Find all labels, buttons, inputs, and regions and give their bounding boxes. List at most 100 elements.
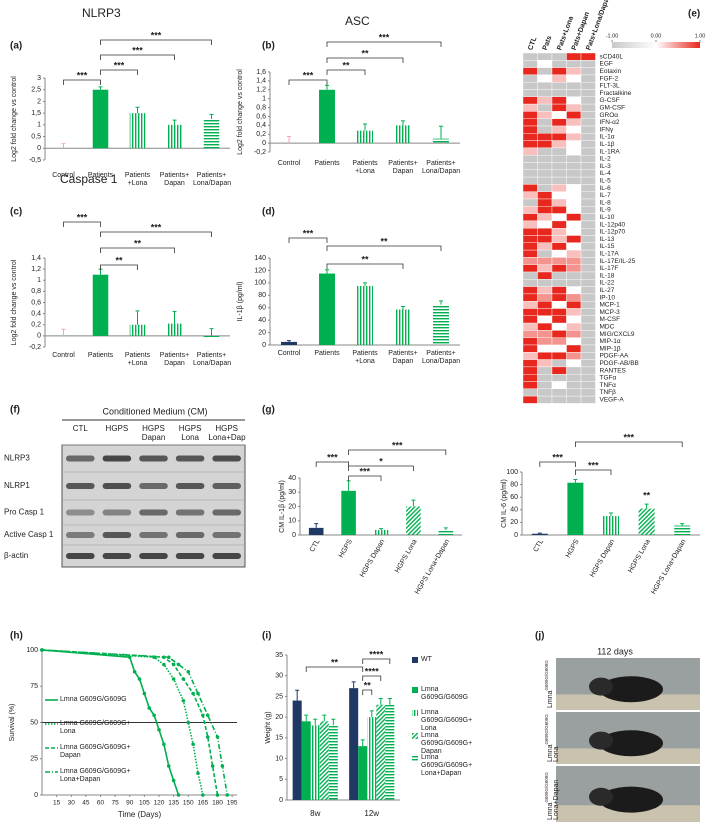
photo-cage [556, 748, 700, 764]
photo-cage [556, 694, 700, 710]
error-bar [346, 480, 351, 491]
heatmap-cell [580, 322, 596, 331]
heatmap-cell [566, 213, 582, 222]
y-tick-label: 1 [37, 122, 41, 129]
heatmap-cell [580, 206, 596, 214]
heatmap-cell [580, 330, 596, 338]
significance-bracket [100, 264, 138, 270]
heatmap-cell [566, 308, 582, 317]
y-tick-label: 0 [262, 342, 266, 349]
heatmap-cell [551, 220, 567, 229]
legend-swatch [412, 657, 418, 663]
y-tick-label: 0 [514, 532, 518, 539]
x-tick-label: HGPS Dapan [359, 538, 386, 578]
survival-point [220, 764, 225, 768]
heatmap-cell [566, 206, 582, 214]
heatmap-cell [537, 103, 553, 112]
bar [373, 530, 389, 535]
heatmap-cell [522, 395, 538, 404]
mouse-head [589, 787, 613, 806]
x-tick-label: 105 [139, 800, 150, 807]
heatmap-cell [580, 352, 596, 360]
heatmap-cell [537, 366, 553, 375]
heatmap-cell [522, 235, 538, 244]
bar [319, 89, 335, 144]
heatmap-cell [522, 125, 538, 134]
heatmap-cell [522, 366, 538, 375]
error-bar [609, 512, 613, 517]
significance-label: *** [552, 452, 563, 462]
heatmap-cell [580, 220, 596, 229]
heatmap-cell [551, 125, 567, 134]
heatmap-cell [580, 308, 596, 317]
heatmap-cell [551, 381, 567, 390]
x-tick-label: 75 [112, 800, 120, 807]
y-tick-label: 60 [258, 305, 266, 312]
y-tick-label: -0,5 [29, 157, 41, 164]
heatmap-cell [551, 81, 567, 90]
heatmap-cell [580, 74, 596, 83]
heatmap-cell [537, 337, 553, 346]
blot-band [102, 509, 132, 516]
heatmap-cell [580, 242, 596, 251]
significance-label: *** [360, 466, 371, 476]
heatmap-cell [522, 111, 538, 119]
survival-point [191, 742, 195, 747]
heatmap-cell [566, 89, 582, 98]
heatmap-cell [537, 133, 553, 141]
heatmap-cell [551, 293, 567, 302]
row-label: Eotaxin [600, 68, 622, 75]
heatmap-cell [551, 322, 567, 331]
error-bar [401, 120, 405, 126]
heatmap-cell [522, 301, 538, 309]
heatmap-cell [566, 125, 582, 134]
y-tick-label: 0 [279, 797, 283, 804]
heatmap-cell [551, 169, 567, 178]
heatmap-cell [580, 286, 596, 295]
significance-bracket [348, 465, 414, 471]
heatmap-cell [537, 169, 553, 178]
error-bar [135, 106, 140, 114]
heatmap-cell [537, 286, 553, 295]
heatmap-cell [580, 395, 596, 404]
heatmap-cell [551, 395, 567, 404]
heatmap-cell [537, 322, 553, 331]
heatmap-cell [537, 308, 553, 317]
bar [92, 274, 109, 336]
heatmap-cell [537, 271, 553, 280]
survival-point [162, 742, 166, 747]
heatmap-cell [537, 264, 553, 273]
survival-point [196, 771, 200, 776]
bar [395, 125, 411, 144]
heatmap-cell [551, 315, 567, 324]
heatmap-cell [580, 301, 596, 309]
heatmap-cell [522, 213, 538, 222]
significance-bracket [348, 475, 382, 481]
row-label: IFN-α2 [600, 119, 620, 126]
heatmap-cell [551, 140, 567, 149]
y-axis-label: Survival (%) [9, 704, 16, 742]
chart-title: NLRP3 [82, 6, 121, 20]
significance-label: ** [134, 238, 142, 248]
heatmap-cell [551, 366, 567, 375]
heatmap-cell [522, 374, 538, 382]
y-tick-label: 0,8 [256, 104, 266, 111]
allele: G609G/G609G [544, 714, 549, 745]
significance-label: *** [624, 432, 635, 442]
heatmap-cell [537, 293, 553, 302]
row-label: IL-1RA [600, 148, 621, 155]
blot-band [139, 509, 168, 516]
error-bar [351, 681, 356, 689]
significance-label: ** [331, 657, 339, 667]
y-tick-label: 0,4 [31, 310, 41, 317]
heatmap-cell [580, 271, 596, 280]
heatmap-cell [551, 89, 567, 98]
y-tick-label: 0 [262, 140, 266, 147]
heatmap-cell [551, 213, 567, 222]
heatmap-cell [522, 293, 538, 302]
heatmap-cell [551, 162, 567, 171]
heatmap-cell [537, 227, 553, 236]
survival-point [186, 669, 191, 674]
heatmap-cell [580, 133, 596, 141]
